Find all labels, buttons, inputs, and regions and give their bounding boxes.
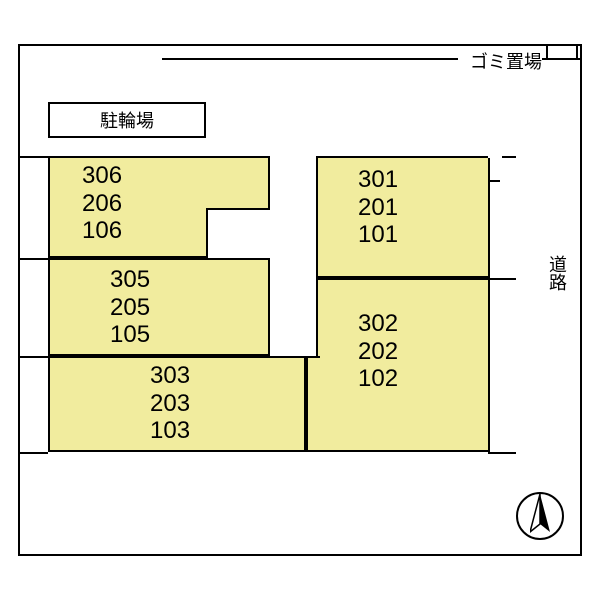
unit-block-305 <box>48 258 270 356</box>
unit-303-labels: 303 203 103 <box>150 362 190 445</box>
unit-306-bottom <box>48 208 208 258</box>
garbage-divider-left <box>162 58 458 60</box>
room-label: 201 <box>358 194 398 222</box>
side-line <box>488 278 516 280</box>
room-label: 305 <box>110 266 150 294</box>
unit-301-main <box>316 156 490 278</box>
unit-302-join <box>316 358 320 450</box>
room-label: 206 <box>82 190 122 218</box>
side-line <box>20 258 48 260</box>
room-label: 102 <box>358 365 398 393</box>
compass-icon <box>516 492 564 540</box>
garbage-label: ゴミ置場 <box>470 48 542 74</box>
room-label: 306 <box>82 162 122 190</box>
bike-parking-box: 駐輪場 <box>48 102 206 138</box>
side-line <box>20 452 48 454</box>
room-label: 303 <box>150 362 190 390</box>
compass-arrow-icon <box>530 494 550 538</box>
garbage-tick <box>546 46 548 60</box>
bike-parking-label: 駐輪場 <box>100 107 154 133</box>
unit-306-labels: 306 206 106 <box>82 162 122 245</box>
room-label: 103 <box>150 417 190 445</box>
road-label: 道路 <box>544 255 570 291</box>
room-label: 301 <box>358 166 398 194</box>
room-label: 203 <box>150 390 190 418</box>
unit-306-step <box>206 208 270 210</box>
room-label: 202 <box>358 338 398 366</box>
garbage-tick <box>576 46 578 60</box>
room-label: 302 <box>358 310 398 338</box>
room-label: 106 <box>82 217 122 245</box>
room-label: 101 <box>358 221 398 249</box>
unit-301-labels: 301 201 101 <box>358 166 398 249</box>
unit-305-labels: 305 205 105 <box>110 266 150 349</box>
side-line <box>488 452 516 454</box>
room-label: 105 <box>110 321 150 349</box>
unit-302-labels: 302 202 102 <box>358 310 398 393</box>
unit-301-cutout-right <box>500 156 502 182</box>
unit-306-join <box>50 206 206 210</box>
unit-block-302-main <box>316 278 490 452</box>
side-line <box>20 356 48 358</box>
room-label: 205 <box>110 294 150 322</box>
side-line <box>20 156 48 158</box>
